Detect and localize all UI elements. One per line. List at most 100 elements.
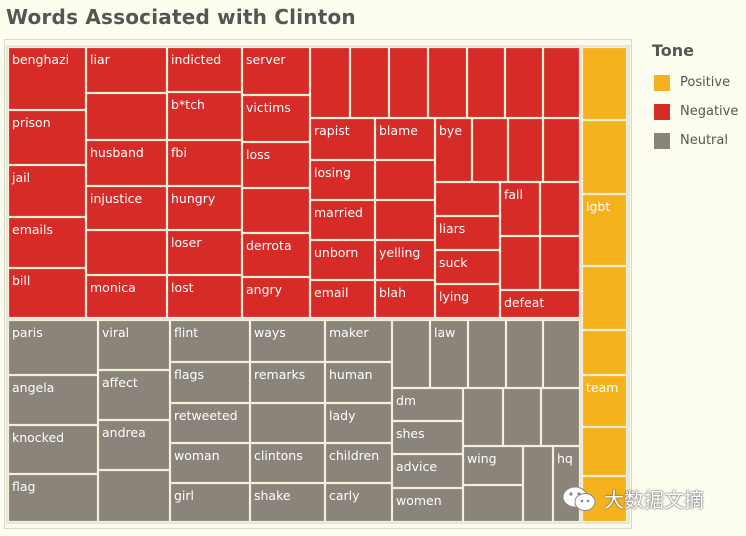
treemap-cell-negative-monica[interactable]: monica [85,274,168,319]
treemap-cell-negative-prison[interactable]: prison [7,109,87,166]
treemap-cell-negative-rapist[interactable]: rapist [309,117,376,161]
treemap-cell-positive-unlabeled-95[interactable] [581,265,628,331]
treemap-cell-negative-angry[interactable]: angry [241,276,311,319]
treemap-cell-negative-fbi[interactable]: fbi [166,139,243,187]
treemap-cell-negative-jail[interactable]: jail [7,164,87,218]
treemap-cell-neutral-flint[interactable]: flint [169,319,251,363]
treemap-cell-negative-derrota[interactable]: derrota [241,232,311,278]
treemap-cell-negative-defeat[interactable]: defeat [499,289,581,319]
treemap-cell-neutral-viral[interactable]: viral [97,319,171,371]
treemap-cell-negative-husband[interactable]: husband [85,139,168,187]
treemap-cell-negative-unlabeled-37[interactable] [374,159,436,201]
treemap-cell-neutral-advice[interactable]: advice [391,453,464,489]
treemap-cell-neutral-girl[interactable]: girl [169,482,251,523]
treemap-cell-neutral-affect[interactable]: affect [97,369,171,421]
treemap-cell-neutral-unlabeled-87[interactable] [540,387,581,447]
treemap-cell-negative-fall[interactable]: fall [499,181,541,237]
treemap-cell-negative-blame[interactable]: blame [374,117,436,161]
treemap-cell-negative-unlabeled-51[interactable] [539,235,581,291]
treemap-cell-neutral-shes[interactable]: shes [391,420,464,455]
treemap-cell-negative-lying[interactable]: lying [434,283,501,319]
treemap-cell-neutral-maker[interactable]: maker [324,319,393,363]
treemap-cell-negative-b-tch[interactable]: b*tch [166,91,243,141]
treemap-cell-negative-unlabeled-27[interactable] [466,46,506,119]
treemap-cell-negative-email[interactable]: email [309,279,376,319]
treemap-cell-neutral-wing[interactable]: wing [462,445,524,486]
treemap-cell-negative-hungry[interactable]: hungry [166,185,243,231]
treemap-cell-neutral-unlabeled-76[interactable] [391,319,431,389]
treemap-cell-negative-unlabeled-6[interactable] [85,92,168,141]
treemap-cell-negative-blah[interactable]: blah [374,279,436,319]
treemap-cell-negative-bye[interactable]: bye [434,117,473,183]
treemap-cell-neutral-dm[interactable]: dm [391,387,464,422]
treemap-cell-negative-losing[interactable]: losing [309,159,376,201]
treemap-cell-neutral-unlabeled-78[interactable] [467,319,507,389]
legend-item-negative[interactable]: Negative [652,97,746,126]
treemap-cell-positive-unlabeled-98[interactable] [581,426,628,477]
treemap-cell-negative-unlabeled-39[interactable] [374,199,436,241]
treemap-cell-negative-suck[interactable]: suck [434,249,501,285]
treemap-cell-negative-bill[interactable]: bill [7,267,87,319]
treemap-cell-neutral-unlabeled-85[interactable] [462,387,504,447]
treemap-cell-negative-emails[interactable]: emails [7,216,87,269]
treemap-cell-negative-unborn[interactable]: unborn [309,239,376,281]
treemap-cell-negative-unlabeled-26[interactable] [427,46,468,119]
treemap-cell-neutral-unlabeled-60[interactable] [97,469,171,523]
treemap-cell-negative-injustice[interactable]: injustice [85,185,168,231]
treemap-cell-neutral-angela[interactable]: angela [7,374,99,426]
treemap-cell-negative-unlabeled-34[interactable] [507,117,544,183]
treemap-cell-negative-victims[interactable]: victims [241,94,311,143]
legend-item-neutral[interactable]: Neutral [652,126,746,155]
treemap-cell-neutral-flags[interactable]: flags [169,361,251,404]
treemap-cell-negative-married[interactable]: married [309,199,376,241]
treemap-cell-neutral-hq[interactable]: hq [552,445,581,523]
treemap-cell-neutral-children[interactable]: children [324,442,393,484]
treemap-cell-neutral-human[interactable]: human [324,361,393,404]
treemap-cell-negative-unlabeled-25[interactable] [388,46,429,119]
treemap-cell-negative-unlabeled-9[interactable] [85,229,168,276]
treemap-cell-neutral-carly[interactable]: carly [324,482,393,523]
treemap-cell-negative-yelling[interactable]: yelling [374,239,436,281]
treemap-cell-neutral-retweeted[interactable]: retweeted [169,402,251,444]
treemap-cell-negative-unlabeled-35[interactable] [542,117,581,183]
treemap-cell-negative-unlabeled-29[interactable] [542,46,581,119]
treemap-cell-neutral-clintons[interactable]: clintons [249,442,326,484]
treemap-cell-negative-loss[interactable]: loss [241,141,311,189]
treemap-cell-negative-loser[interactable]: loser [166,229,243,276]
treemap-cell-neutral-law[interactable]: law [429,319,469,389]
treemap-cell-neutral-women[interactable]: women [391,487,464,523]
treemap-cell-negative-server[interactable]: server [241,46,311,96]
treemap-cell-neutral-unlabeled-90[interactable] [522,445,554,523]
treemap-cell-neutral-andrea[interactable]: andrea [97,419,171,471]
treemap-cell-neutral-woman[interactable]: woman [169,442,251,484]
treemap-cell-neutral-ways[interactable]: ways [249,319,326,363]
treemap-cell-negative-unlabeled-33[interactable] [471,117,509,183]
treemap-cell-positive-lgbt[interactable]: lgbt [581,193,628,267]
treemap-cell-neutral-knocked[interactable]: knocked [7,424,99,475]
treemap-cell-positive-unlabeled-96[interactable] [581,329,628,376]
treemap-cell-neutral-unlabeled-89[interactable] [462,484,524,523]
treemap-cell-neutral-shake[interactable]: shake [249,482,326,523]
treemap-cell-negative-indicted[interactable]: indicted [166,46,243,93]
treemap-cell-negative-unlabeled-44[interactable] [434,181,501,217]
treemap-cell-neutral-unlabeled-86[interactable] [502,387,542,447]
treemap-cell-negative-unlabeled-24[interactable] [349,46,390,119]
treemap-cell-negative-unlabeled-50[interactable] [499,235,541,291]
treemap-cell-negative-liars[interactable]: liars [434,215,501,251]
treemap-cell-neutral-unlabeled-80[interactable] [542,319,581,389]
treemap-cell-positive-unlabeled-92[interactable] [581,46,628,121]
treemap-cell-neutral-remarks[interactable]: remarks [249,361,326,404]
treemap-cell-negative-unlabeled-23[interactable] [309,46,351,119]
legend-item-positive[interactable]: Positive [652,68,746,97]
treemap-cell-negative-benghazi[interactable]: benghazi [7,46,87,111]
treemap-cell-neutral-paris[interactable]: paris [7,319,99,376]
treemap-cell-negative-unlabeled-20[interactable] [241,187,311,234]
treemap-cell-negative-unlabeled-49[interactable] [539,181,581,237]
treemap-cell-neutral-unlabeled-79[interactable] [505,319,544,389]
treemap-cell-positive-team[interactable]: team [581,374,628,428]
treemap-cell-neutral-lady[interactable]: lady [324,402,393,444]
treemap-cell-negative-lost[interactable]: lost [166,274,243,319]
treemap-cell-neutral-unlabeled-68[interactable] [249,402,326,444]
treemap-cell-positive-unlabeled-93[interactable] [581,119,628,195]
treemap-cell-negative-unlabeled-28[interactable] [504,46,544,119]
